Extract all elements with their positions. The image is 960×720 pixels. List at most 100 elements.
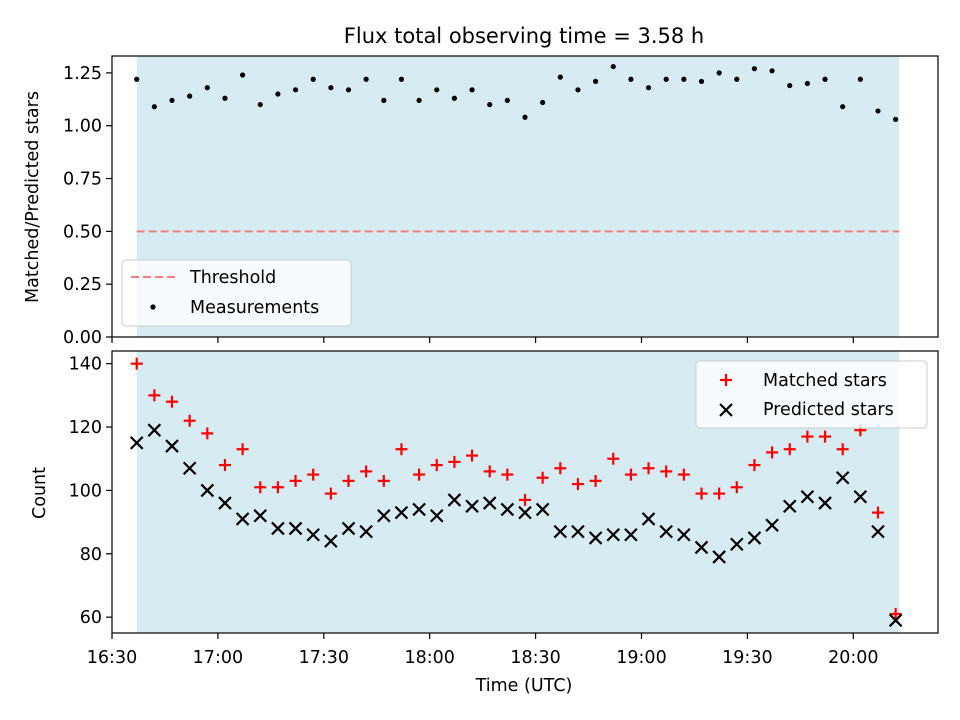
measurement-point [469,87,475,93]
predicted-star-point [235,512,250,526]
measurement-point [222,95,228,101]
predicted-star-point [482,496,497,510]
measurement-point [610,63,616,70]
bottom-x-tick-label: 16:30 [87,648,137,668]
bottom-y-axis: 60 80 100 120 140 [69,355,112,628]
top-y-tick-label: 1.25 [63,64,102,84]
measurement-point [328,85,334,91]
bottom-x-tick-label: 18:30 [510,648,560,668]
predicted-star-point [888,613,903,628]
matched-legend-marker [720,374,732,386]
predicted-star-point [800,489,815,504]
predicted-star-point [518,505,532,520]
matched-star-point [342,474,355,487]
matched-star-point [871,506,884,519]
bottom-y-tick-label: 80 [80,545,102,565]
matched-star-point [730,481,743,494]
matched-star-point [642,462,655,475]
predicted-stars-points [129,423,903,628]
predicted-star-point [165,439,179,453]
matched-star-point [307,468,320,481]
predicted-star-point [288,521,303,536]
matched-star-point [748,459,761,472]
bottom-y-tick-label: 100 [69,481,102,501]
predicted-star-point [129,436,144,450]
bottom-x-tick-label: 17:30 [299,648,349,668]
measurements-legend-label: Measurements [190,298,319,318]
bottom-y-axis-label: Count [30,467,50,519]
matched-star-point [836,443,849,456]
bottom-axes-frame [111,350,939,634]
measurement-point [434,87,440,93]
measurement-point [716,70,722,76]
predicted-star-point [394,505,409,520]
matched-star-point [589,474,602,487]
predicted-star-point [447,493,462,507]
predicted-star-point [429,508,444,523]
predicted-star-point [377,508,391,523]
measurement-point [734,76,740,82]
measurement-point [204,85,210,91]
predicted-star-point [200,483,215,498]
matched-star-point [801,430,814,443]
measurement-point [893,116,899,122]
measurement-point [628,76,634,82]
measurement-point [487,101,493,108]
top-x-ticks [111,337,854,343]
bottom-y-tick-label: 140 [69,355,102,375]
measurement-point [310,76,316,82]
predicted-star-point [218,496,232,510]
measurement-point [804,80,810,87]
matched-star-point [466,449,479,462]
matched-star-point [713,487,726,500]
predicted-star-point [553,524,568,539]
matched-star-point [130,357,143,370]
predicted-legend-label: Predicted stars [763,400,894,420]
bottom-x-tick-label: 19:00 [616,648,666,668]
matched-star-point [571,478,584,491]
predicted-star-point [147,423,162,437]
predicted-star-point [818,496,832,510]
top-y-tick-label: 1.00 [63,117,102,137]
measurement-point [169,97,175,103]
measurement-point [822,76,828,82]
measurement-point [575,87,581,93]
measurement-point [592,78,599,84]
measurement-point [451,95,458,101]
bottom-x-tick-label: 17:00 [193,648,243,668]
predicted-star-point [782,499,797,514]
matched-star-point [448,455,461,468]
predicted-star-point [712,550,726,564]
predicted-star-point [182,461,197,476]
matched-star-point [783,443,796,456]
matched-star-point [166,395,179,408]
matched-star-point [377,474,390,487]
predicted-star-point [747,531,762,545]
bottom-x-tick-label: 18:00 [404,648,454,668]
measurement-point [857,76,863,82]
predicted-star-point [341,521,356,536]
predicted-star-point [765,518,779,533]
top-y-tick-label: 0.25 [63,275,102,295]
matched-star-point [554,462,567,475]
matched-star-point [183,414,196,427]
top-legend-box [121,259,352,327]
matched-star-point [819,430,832,443]
matched-star-point [889,607,902,620]
measurement-point [363,76,369,82]
bottom-x-tick-label: 19:30 [722,648,772,668]
predicted-star-point [588,531,603,545]
measurement-point [134,76,140,82]
top-y-axis: 0.00 0.25 0.50 0.75 1.00 1.25 [63,64,112,348]
measurements-legend-marker [150,304,156,310]
threshold-legend-label: Threshold [189,268,276,288]
measurement-point [257,101,263,108]
measurement-point [151,104,157,110]
predicted-star-point [853,489,868,504]
predicted-star-point [271,521,285,536]
bottom-x-axis: 16:30 17:00 17:30 18:00 18:30 19:00 19:30 20:00 [87,633,879,668]
measurement-point [275,91,281,97]
measurement-point [769,68,775,74]
matched-star-point [324,487,337,500]
predicted-star-point [359,524,373,539]
